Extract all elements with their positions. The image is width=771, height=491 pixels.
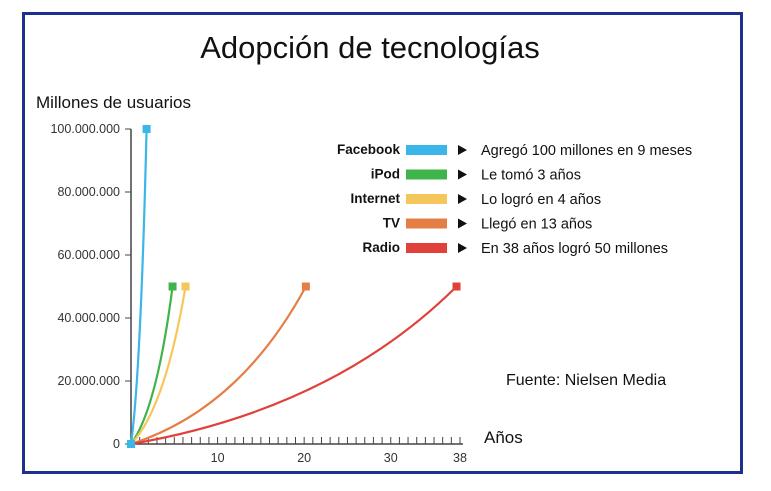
legend-name-ipod: iPod: [371, 167, 400, 182]
series-line-facebook: [129, 128, 148, 445]
legend-swatch-ipod: [406, 169, 447, 180]
legend-arrow-icon: [458, 218, 467, 229]
legend-desc-internet: Lo logró en 4 años: [481, 192, 601, 208]
y-tick-label: 40.000.000: [57, 311, 120, 325]
series-endpoint-internet: [181, 282, 190, 291]
series-endpoint-ipod: [168, 282, 177, 291]
legend-desc-tv: Llegó en 13 años: [481, 217, 592, 233]
legend-swatch-tv: [406, 218, 447, 229]
y-tick-label: 20.000.000: [57, 374, 120, 388]
legend-swatch-radio: [406, 243, 447, 253]
legend-name-tv: TV: [383, 216, 400, 231]
chart-title: Adopción de tecnologías: [200, 30, 540, 65]
legend-arrow-icon: [458, 243, 467, 253]
x-tick-label: 38: [453, 451, 467, 465]
series-endpoint-radio: [452, 282, 461, 291]
legend-name-internet: Internet: [350, 191, 400, 206]
y-tick-label: 60.000.000: [57, 248, 120, 262]
legend-arrow-icon: [458, 145, 467, 155]
series-line-ipod: [130, 286, 174, 445]
y-tick-label: 0: [113, 437, 120, 451]
series-endpoint-tv: [301, 282, 310, 291]
series-line-internet: [130, 286, 187, 445]
x-axis-label: Años: [484, 428, 523, 447]
source-note: Fuente: Nielsen Media: [506, 372, 666, 389]
series-endpoint-facebook: [142, 125, 151, 133]
x-tick-label: 20: [297, 451, 311, 465]
legend-swatch-facebook: [406, 145, 447, 155]
legend-desc-radio: En 38 años logró 50 millones: [481, 241, 668, 257]
series-line-tv: [130, 285, 307, 446]
legend-desc-ipod: Le tomó 3 años: [481, 168, 581, 184]
legend-arrow-icon: [458, 169, 467, 180]
legend-desc-facebook: Agregó 100 millones en 9 meses: [481, 143, 692, 159]
legend-name-facebook: Facebook: [337, 142, 401, 157]
x-tick-label: 10: [211, 451, 225, 465]
legend-name-radio: Radio: [362, 240, 400, 255]
series-line-radio: [130, 285, 458, 446]
origin-marker: [127, 440, 135, 448]
y-tick-label: 100.000.000: [50, 122, 120, 136]
y-axis-label: Millones de usuarios: [36, 93, 191, 112]
legend-swatch-internet: [406, 194, 447, 204]
chart-frame: [22, 12, 743, 474]
x-tick-label: 30: [384, 451, 398, 465]
y-tick-label: 80.000.000: [57, 185, 120, 199]
legend-arrow-icon: [458, 194, 467, 204]
